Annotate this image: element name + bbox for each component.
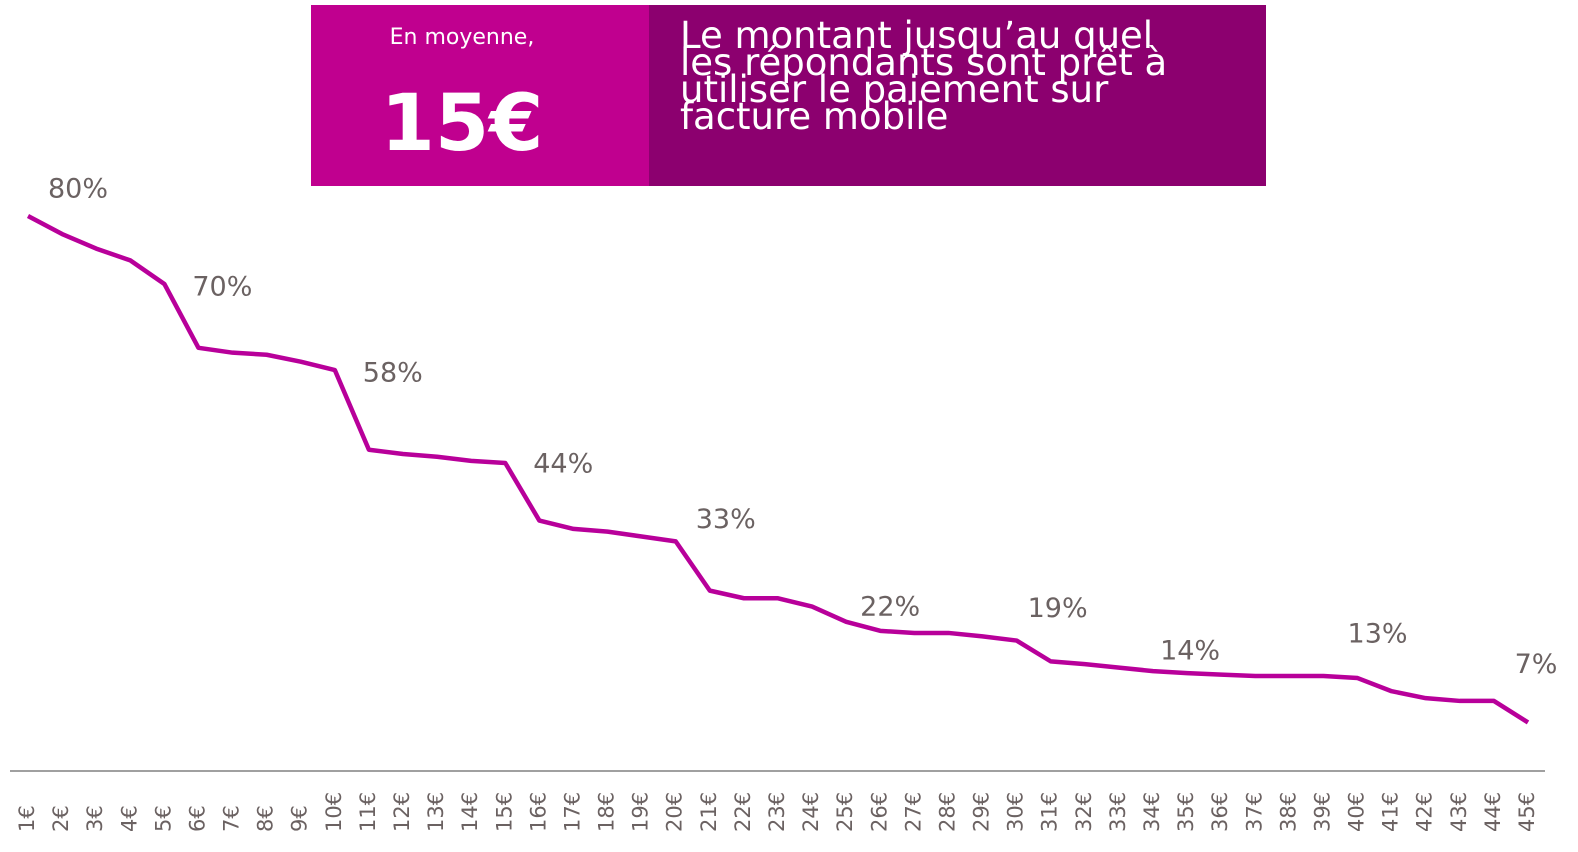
callout-text: Le montant jusqu’au quel <box>680 14 1153 57</box>
value-label: 14% <box>1160 636 1220 667</box>
x-tick-label: 42€ <box>1413 792 1437 832</box>
callout-text: utiliser le paiement sur <box>680 68 1109 111</box>
callout-text: facture mobile <box>680 95 948 138</box>
x-tick-label: 12€ <box>390 792 414 832</box>
x-tick-label: 7€ <box>220 805 244 832</box>
x-tick-label: 35€ <box>1174 792 1198 832</box>
x-tick-label: 32€ <box>1072 792 1096 832</box>
x-tick-label: 13€ <box>424 792 448 832</box>
x-tick-label: 8€ <box>254 805 278 832</box>
x-tick-label: 5€ <box>151 805 175 832</box>
x-tick-label: 26€ <box>867 792 891 832</box>
x-tick-label: 36€ <box>1208 792 1232 832</box>
x-tick-label: 29€ <box>970 792 994 832</box>
x-tick-label: 9€ <box>288 805 312 832</box>
x-tick-label: 45€ <box>1515 792 1539 832</box>
line <box>26 214 1530 725</box>
value-label: 44% <box>533 448 593 479</box>
x-tick-label: 22€ <box>731 792 755 832</box>
x-tick-label: 21€ <box>697 792 721 832</box>
x-tick-label: 34€ <box>1140 792 1164 832</box>
x-tick-label: 17€ <box>560 792 584 832</box>
x-tick-label: 30€ <box>1004 792 1028 832</box>
value-label: 22% <box>860 591 920 622</box>
callout-text: les répondants sont prêt à <box>680 41 1167 84</box>
callout-value: 15€ <box>381 79 544 169</box>
x-tick-label: 15€ <box>492 792 516 832</box>
x-tick-label: 24€ <box>799 792 823 832</box>
value-label: 33% <box>696 504 756 535</box>
x-tick-label: 4€ <box>117 805 141 832</box>
x-tick-label: 23€ <box>765 792 789 832</box>
x-tick-label: 19€ <box>629 792 653 832</box>
value-label: 7% <box>1515 649 1558 680</box>
callout-left <box>311 5 649 186</box>
value-label: 13% <box>1348 619 1408 650</box>
x-tick-label: 18€ <box>595 792 619 832</box>
callout-right <box>649 5 1266 186</box>
x-tick-label: 10€ <box>322 792 346 832</box>
x-tick-label: 16€ <box>526 792 550 832</box>
value-label: 58% <box>363 358 423 389</box>
callout-intro: En moyenne, <box>390 25 535 50</box>
value-label: 70% <box>192 271 252 302</box>
x-tick-label: 43€ <box>1447 792 1471 832</box>
x-tick-label: 2€ <box>49 805 73 832</box>
value-label: 19% <box>1028 593 1088 624</box>
x-tick-label: 1€ <box>15 805 39 832</box>
x-tick-label: 28€ <box>935 792 959 832</box>
x-tick-label: 37€ <box>1242 792 1266 832</box>
x-tick-label: 27€ <box>901 792 925 832</box>
x-tick-label: 33€ <box>1106 792 1130 832</box>
x-tick-label: 40€ <box>1345 792 1369 832</box>
x-tick-label: 31€ <box>1038 792 1062 832</box>
x-tick-label: 41€ <box>1379 792 1403 832</box>
value-label: 80% <box>48 174 108 205</box>
x-tick-label: 38€ <box>1276 792 1300 832</box>
x-tick-label: 14€ <box>458 792 482 832</box>
x-tick-label: 44€ <box>1481 792 1505 832</box>
x-tick-label: 3€ <box>83 805 107 832</box>
x-tick-label: 20€ <box>663 792 687 832</box>
x-tick-label: 11€ <box>356 792 380 832</box>
x-tick-label: 39€ <box>1310 792 1334 832</box>
x-tick-label: 6€ <box>185 805 209 832</box>
x-tick-label: 25€ <box>833 792 857 832</box>
